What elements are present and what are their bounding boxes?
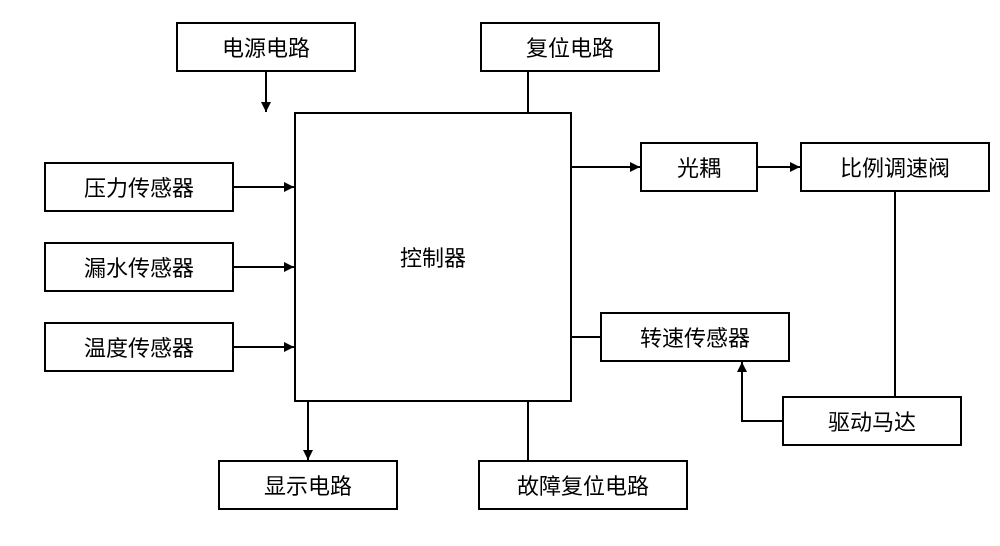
node-controller: 控制器 (294, 112, 572, 402)
node-fault: 故障复位电路 (478, 460, 688, 510)
node-opto: 光耦 (640, 142, 758, 192)
node-valve-label: 比例调速阀 (840, 151, 950, 183)
node-power-label: 电源电路 (222, 31, 310, 63)
node-fault-label: 故障复位电路 (517, 469, 649, 501)
node-leak-label: 漏水传感器 (84, 251, 194, 283)
node-leak: 漏水传感器 (44, 242, 234, 292)
node-temp-label: 温度传感器 (84, 331, 194, 363)
node-motor-label: 驱动马达 (828, 405, 916, 437)
node-temp: 温度传感器 (44, 322, 234, 372)
node-motor: 驱动马达 (782, 396, 962, 446)
node-reset: 复位电路 (480, 22, 660, 72)
node-pressure-label: 压力传感器 (84, 171, 194, 203)
diagram-canvas: 电源电路 复位电路 压力传感器 漏水传感器 温度传感器 控制器 光耦 比例调速阀… (0, 0, 1000, 546)
node-pressure: 压力传感器 (44, 162, 234, 212)
node-speed: 转速传感器 (600, 312, 790, 362)
node-reset-label: 复位电路 (526, 31, 614, 63)
node-opto-label: 光耦 (677, 151, 721, 183)
node-speed-label: 转速传感器 (640, 321, 750, 353)
node-valve: 比例调速阀 (800, 142, 990, 192)
node-power: 电源电路 (176, 22, 356, 72)
node-display: 显示电路 (218, 460, 398, 510)
node-display-label: 显示电路 (264, 469, 352, 501)
node-controller-label: 控制器 (400, 241, 466, 273)
